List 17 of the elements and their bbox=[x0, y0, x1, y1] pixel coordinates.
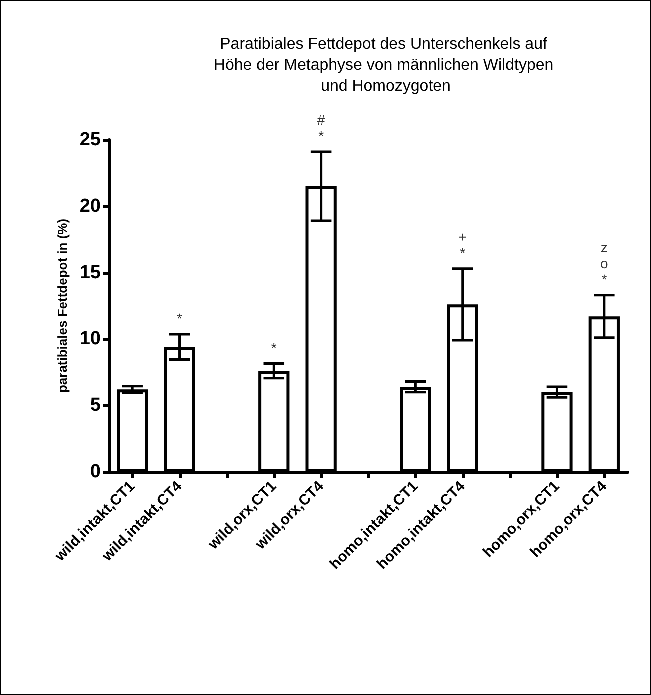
annotation: z bbox=[600, 239, 608, 256]
y-axis-title: paratibiales Fettdepot in (%) bbox=[54, 218, 70, 394]
y-tick-label: 0 bbox=[90, 462, 101, 482]
annotation: * bbox=[460, 244, 466, 261]
annotation: * bbox=[602, 271, 608, 288]
annotation: # bbox=[317, 112, 326, 128]
y-tick-label: 20 bbox=[80, 196, 101, 217]
annotation: * bbox=[177, 310, 184, 327]
annotation: * bbox=[271, 340, 278, 356]
annotation: * bbox=[318, 128, 325, 144]
y-tick-label: 10 bbox=[80, 328, 101, 350]
y-tick-label: 15 bbox=[80, 262, 102, 284]
annotation: + bbox=[458, 228, 467, 245]
chart-title: Paratibiales Fettdepot des Unterschenkels auf Höhe der Metaphyse von männlichen Wildtypen und Homozygoten bbox=[214, 36, 558, 95]
y-tick-label: 25 bbox=[80, 130, 102, 150]
y-tick-label: 5 bbox=[90, 395, 102, 416]
annotation: o bbox=[600, 255, 609, 272]
